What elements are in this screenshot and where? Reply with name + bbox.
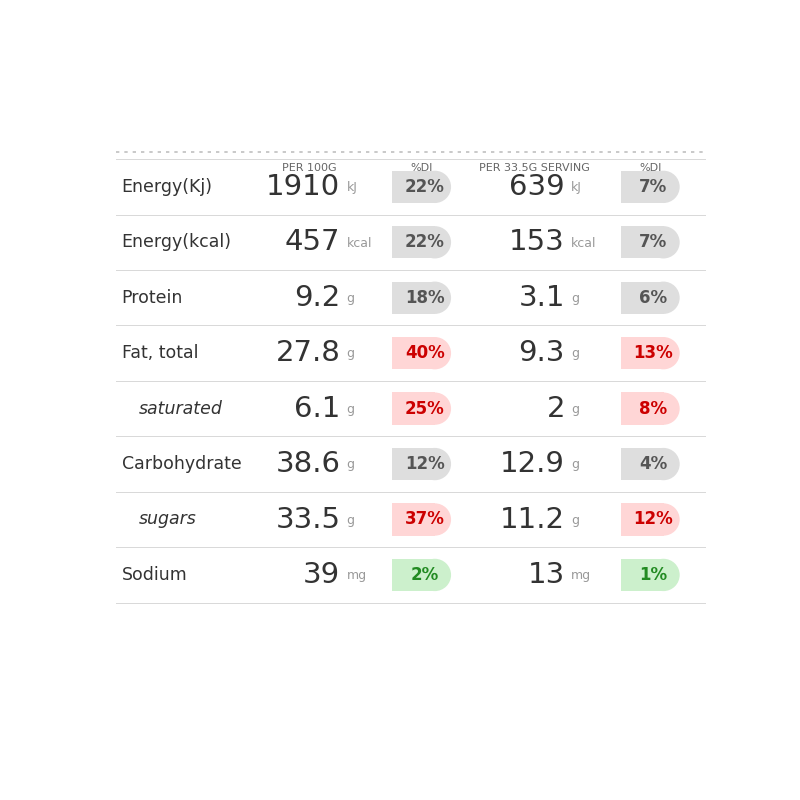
Text: 37%: 37% <box>405 510 445 529</box>
Bar <box>621 503 664 536</box>
Circle shape <box>418 558 451 591</box>
Text: kJ: kJ <box>346 181 358 194</box>
Text: 7%: 7% <box>639 178 667 196</box>
Text: 12%: 12% <box>405 455 445 473</box>
Text: mg: mg <box>571 570 591 582</box>
Circle shape <box>647 337 680 370</box>
Text: g: g <box>346 458 354 471</box>
Circle shape <box>647 170 680 203</box>
Text: 18%: 18% <box>405 289 445 306</box>
Text: Fat, total: Fat, total <box>122 344 198 362</box>
Text: kcal: kcal <box>571 237 597 250</box>
Text: g: g <box>571 292 579 305</box>
Text: g: g <box>346 403 354 416</box>
Circle shape <box>647 226 680 258</box>
Text: Sodium: Sodium <box>122 566 187 584</box>
Bar <box>392 448 435 480</box>
Text: 38.6: 38.6 <box>275 450 340 478</box>
Text: g: g <box>571 347 579 361</box>
Text: 153: 153 <box>510 228 565 256</box>
Text: 22%: 22% <box>405 178 445 196</box>
Text: 457: 457 <box>285 228 340 256</box>
Text: 6.1: 6.1 <box>294 394 340 422</box>
Text: sugars: sugars <box>138 510 197 529</box>
Text: 1%: 1% <box>639 566 667 584</box>
Text: g: g <box>346 292 354 305</box>
Text: saturated: saturated <box>138 400 222 418</box>
Text: 40%: 40% <box>405 344 445 362</box>
Circle shape <box>647 558 680 591</box>
Text: %DI: %DI <box>410 163 433 174</box>
Text: Energy(kcal): Energy(kcal) <box>122 234 232 251</box>
Text: %DI: %DI <box>639 163 662 174</box>
Text: PER 33.5G SERVING: PER 33.5G SERVING <box>478 163 590 174</box>
Bar <box>392 503 435 536</box>
Bar <box>392 558 435 591</box>
Circle shape <box>418 503 451 536</box>
Text: Energy(Kj): Energy(Kj) <box>122 178 213 196</box>
Text: 13%: 13% <box>634 344 674 362</box>
Text: 11.2: 11.2 <box>500 506 565 534</box>
Circle shape <box>418 170 451 203</box>
Bar <box>621 226 664 258</box>
Bar <box>392 337 435 370</box>
Text: PER 100G: PER 100G <box>282 163 337 174</box>
Text: Carbohydrate: Carbohydrate <box>122 455 242 473</box>
Bar <box>621 337 664 370</box>
Bar <box>392 170 435 203</box>
Bar <box>621 558 664 591</box>
Text: 33.5: 33.5 <box>275 506 340 534</box>
Text: g: g <box>346 347 354 361</box>
Circle shape <box>418 393 451 425</box>
Text: g: g <box>346 514 354 526</box>
Bar <box>392 282 435 314</box>
Text: 13: 13 <box>528 561 565 589</box>
Text: g: g <box>571 514 579 526</box>
Text: g: g <box>571 458 579 471</box>
Text: 12%: 12% <box>634 510 674 529</box>
Text: 639: 639 <box>510 173 565 201</box>
Text: 8%: 8% <box>639 400 667 418</box>
Bar <box>621 393 664 425</box>
Text: 2: 2 <box>546 394 565 422</box>
Bar <box>621 448 664 480</box>
Text: 1910: 1910 <box>266 173 340 201</box>
Text: 3.1: 3.1 <box>518 284 565 312</box>
Circle shape <box>418 337 451 370</box>
Text: 9.2: 9.2 <box>294 284 340 312</box>
Bar <box>621 170 664 203</box>
Text: 4%: 4% <box>639 455 667 473</box>
Bar <box>392 393 435 425</box>
Text: kcal: kcal <box>346 237 372 250</box>
Circle shape <box>647 503 680 536</box>
Circle shape <box>647 448 680 480</box>
Text: 39: 39 <box>303 561 340 589</box>
Circle shape <box>418 448 451 480</box>
Text: 9.3: 9.3 <box>518 339 565 367</box>
Text: 7%: 7% <box>639 234 667 251</box>
Text: 6%: 6% <box>639 289 667 306</box>
Text: mg: mg <box>346 570 366 582</box>
Text: 27.8: 27.8 <box>275 339 340 367</box>
Circle shape <box>418 226 451 258</box>
Text: kJ: kJ <box>571 181 582 194</box>
Circle shape <box>647 282 680 314</box>
Circle shape <box>647 393 680 425</box>
Text: Protein: Protein <box>122 289 183 306</box>
Text: 2%: 2% <box>410 566 439 584</box>
Circle shape <box>418 282 451 314</box>
Text: 22%: 22% <box>405 234 445 251</box>
Text: g: g <box>571 403 579 416</box>
Text: 12.9: 12.9 <box>500 450 565 478</box>
Bar <box>621 282 664 314</box>
Bar <box>392 226 435 258</box>
Text: 25%: 25% <box>405 400 445 418</box>
